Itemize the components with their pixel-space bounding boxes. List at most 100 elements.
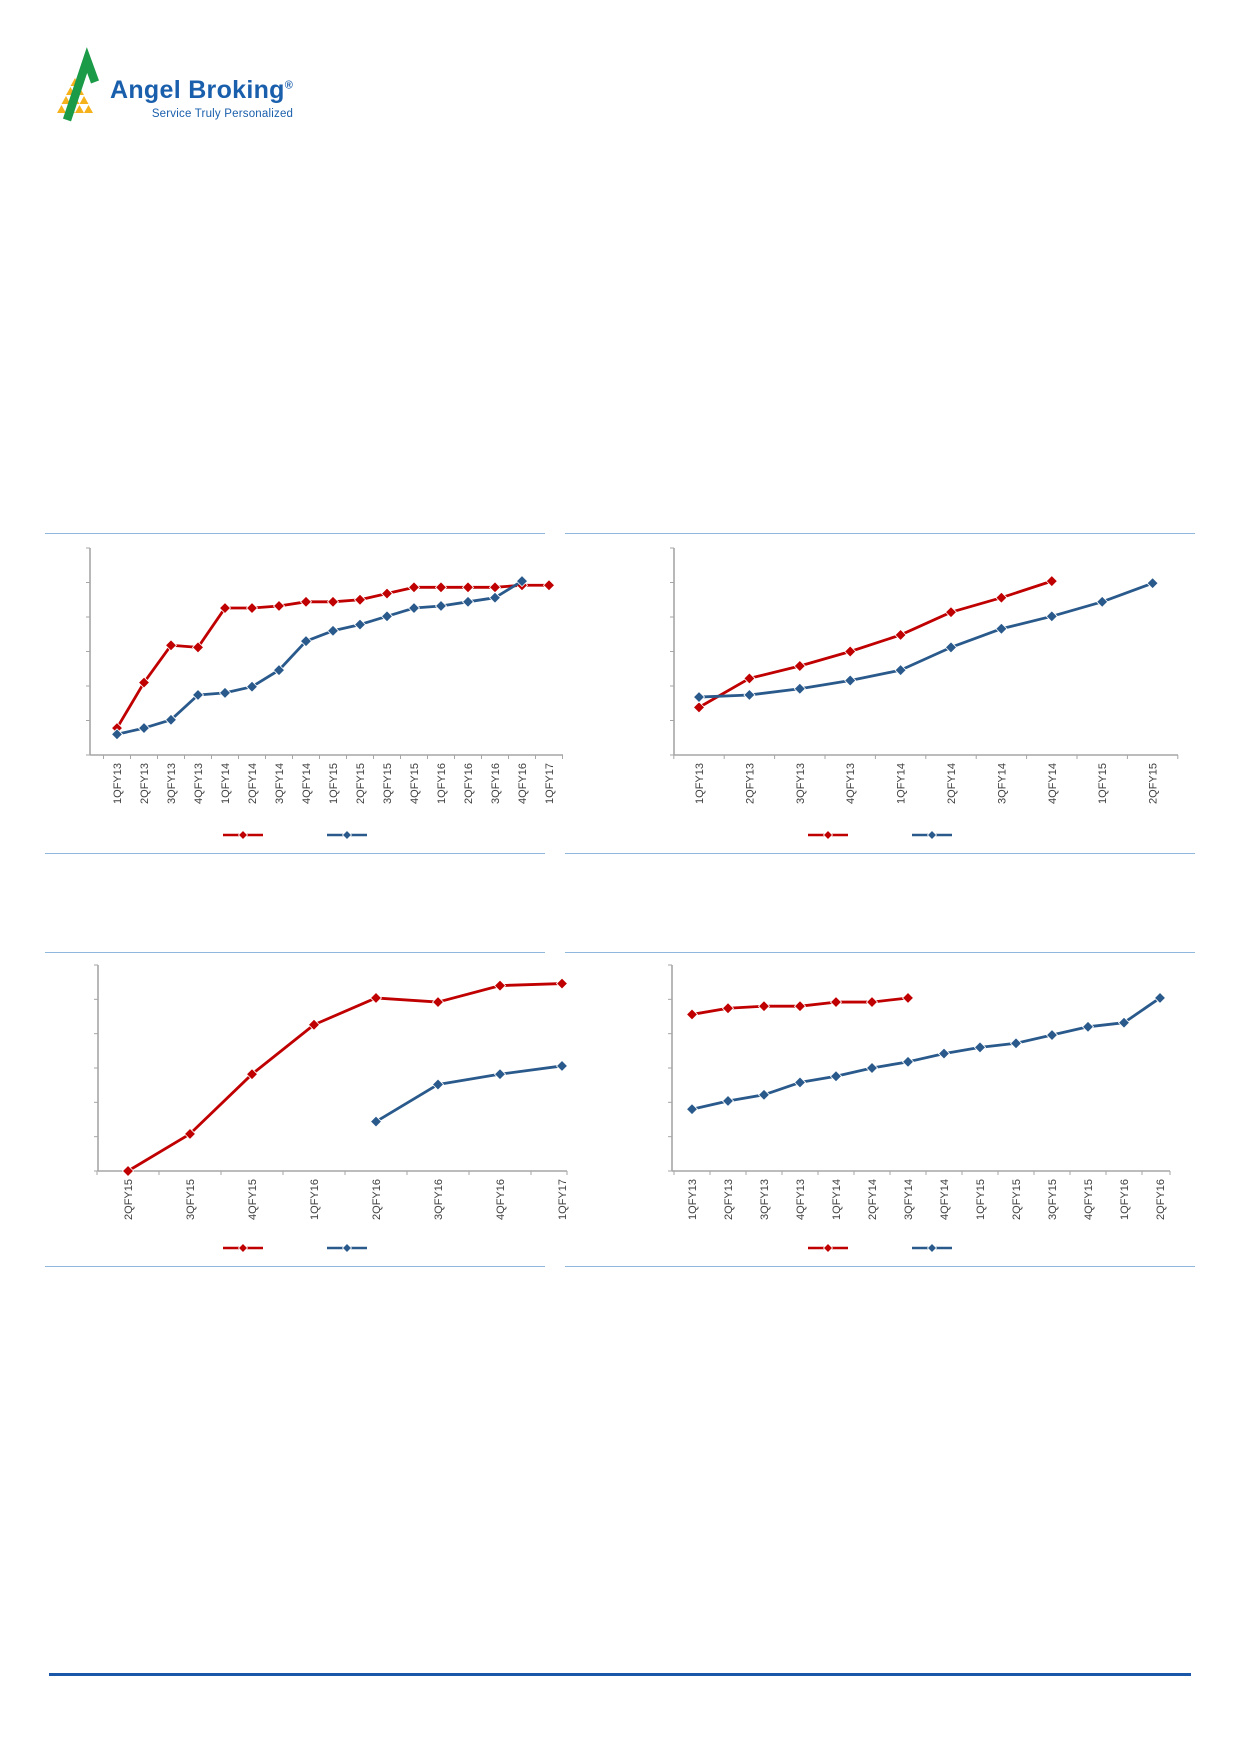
chart-bottom-left: 2QFY15 3QFY15 4QFY15 1QFY16 2QFY16 3QFY16 4QFY…	[45, 952, 569, 1267]
x-tick-label: 1QFY16	[1119, 1179, 1131, 1220]
red-series-marker	[245, 601, 259, 615]
blue-series-marker	[937, 1047, 951, 1060]
blue-series-marker	[1146, 577, 1159, 590]
blue-series-marker	[137, 722, 151, 735]
x-tick-label: 3QFY13	[759, 1179, 771, 1220]
blue-series-line	[374, 1064, 564, 1123]
blue-series-marker	[1045, 610, 1058, 623]
x-tick-label: 4QFY14	[1047, 763, 1059, 804]
blue-series-marker	[218, 686, 232, 699]
footer-divider-rule	[49, 1673, 1191, 1676]
red-series-marker	[793, 1000, 807, 1013]
logo-yellow-triangle	[57, 105, 66, 113]
blue-series-marker	[1153, 991, 1167, 1005]
blue-series-marker	[555, 1059, 569, 1073]
x-tick-label: 4QFY15	[409, 763, 421, 804]
x-tick-label: 1QFY15	[975, 1179, 987, 1220]
red-series-marker	[1045, 575, 1058, 588]
blue-series-marker	[380, 610, 394, 623]
blue-series-marker	[1045, 1028, 1059, 1042]
logo-yellow-triangle	[84, 105, 93, 113]
red-series-marker	[434, 581, 448, 594]
chart-top-left: 1QFY13 2QFY13 3QFY13 4QFY13 1QFY14 2QFY14 3QFY…	[45, 533, 563, 854]
red-series-marker	[944, 606, 958, 619]
blue-series-marker	[461, 595, 475, 608]
x-tick-label: 3QFY14	[996, 763, 1008, 804]
legend-red-sample-marker	[237, 1242, 249, 1254]
angel-broking-logo-mark	[57, 47, 99, 122]
blue-series-marker	[973, 1041, 987, 1054]
blue-series-marker	[407, 601, 421, 615]
blue-series-marker	[434, 599, 448, 613]
x-tick-label: 2QFY13	[723, 1179, 735, 1220]
x-tick-label: 1QFY15	[328, 763, 340, 804]
red-series-marker	[844, 645, 857, 658]
blue-series-marker	[299, 635, 313, 648]
x-tick-label: 1QFY17	[557, 1179, 569, 1220]
blue-series-marker	[995, 622, 1008, 635]
chart-bottom-right: 1QFY13 2QFY13 3QFY13 4QFY13 1QFY14 2QFY14 3QFY…	[565, 952, 1195, 1267]
red-series-marker	[685, 1008, 699, 1021]
red-series-marker	[743, 672, 756, 685]
red-series-marker	[326, 595, 340, 608]
brand-tagline: Service Truly Personalized	[151, 108, 294, 120]
x-tick-label: 3QFY13	[795, 763, 807, 804]
blue-series-marker	[164, 713, 178, 726]
blue-series-marker	[865, 1061, 879, 1075]
blue-series-marker	[1096, 595, 1109, 608]
x-tick-label: 1QFY14	[831, 1179, 843, 1220]
red-series-marker	[218, 601, 232, 615]
brand-name-text: Angel Broking	[110, 76, 285, 104]
red-series-marker	[431, 996, 445, 1009]
blue-series-marker	[493, 1068, 507, 1081]
blue-series-marker	[369, 1115, 383, 1128]
logo-yellow-triangle	[79, 96, 89, 104]
x-tick-label: 3QFY15	[382, 763, 394, 804]
legend-red-sample-marker	[822, 1242, 834, 1254]
red-series-marker	[901, 991, 915, 1005]
red-series-marker	[461, 581, 475, 594]
x-tick-label: 1QFY14	[896, 763, 908, 804]
red-series-marker	[829, 996, 843, 1009]
x-tick-label: 3QFY13	[166, 763, 178, 804]
red-series-marker	[299, 595, 313, 608]
x-tick-label: 3QFY14	[274, 763, 286, 804]
x-tick-label: 2QFY16	[463, 763, 475, 804]
x-tick-label: 4QFY14	[939, 1179, 951, 1220]
x-tick-label: 4QFY16	[495, 1179, 507, 1220]
red-series-marker	[555, 977, 569, 990]
legend-blue-sample-marker	[341, 1242, 353, 1254]
x-tick-label: 3QFY15	[1047, 1179, 1059, 1220]
red-series-marker	[137, 676, 151, 689]
blue-series-line	[690, 996, 1162, 1111]
blue-series-marker	[353, 618, 367, 631]
logo-yellow-triangle	[61, 96, 71, 104]
x-tick-label: 3QFY14	[903, 1179, 915, 1220]
blue-series-marker	[844, 674, 857, 687]
x-tick-label: 4QFY13	[193, 763, 205, 804]
x-tick-label: 2QFY15	[1148, 763, 1160, 804]
red-series-marker	[493, 979, 507, 992]
blue-series-marker	[431, 1078, 445, 1091]
chart-top-right: 1QFY13 2QFY13 3QFY13 4QFY13 1QFY14 2QFY14 3QFY…	[565, 533, 1195, 854]
blue-series-marker	[110, 728, 124, 741]
blue-series-marker	[245, 680, 259, 693]
red-series-marker	[542, 579, 556, 592]
x-tick-label: 2QFY15	[1011, 1179, 1023, 1220]
x-tick-label: 3QFY15	[185, 1179, 197, 1220]
x-tick-label: 1QFY16	[309, 1179, 321, 1220]
red-series-marker	[488, 581, 502, 594]
blue-series-marker	[793, 1076, 807, 1089]
x-tick-label: 2QFY14	[247, 763, 259, 804]
blue-series-marker	[793, 682, 806, 695]
red-series-marker	[121, 1164, 135, 1178]
blue-series-marker	[894, 664, 907, 677]
red-series-marker	[353, 593, 367, 606]
blue-series-marker	[685, 1103, 699, 1116]
red-series-line	[126, 982, 564, 1173]
red-series-marker	[793, 659, 806, 673]
x-tick-label: 1QFY17	[544, 763, 556, 804]
red-series-line	[697, 579, 1054, 709]
x-tick-label: 1QFY16	[436, 763, 448, 804]
red-series-marker	[191, 641, 205, 654]
